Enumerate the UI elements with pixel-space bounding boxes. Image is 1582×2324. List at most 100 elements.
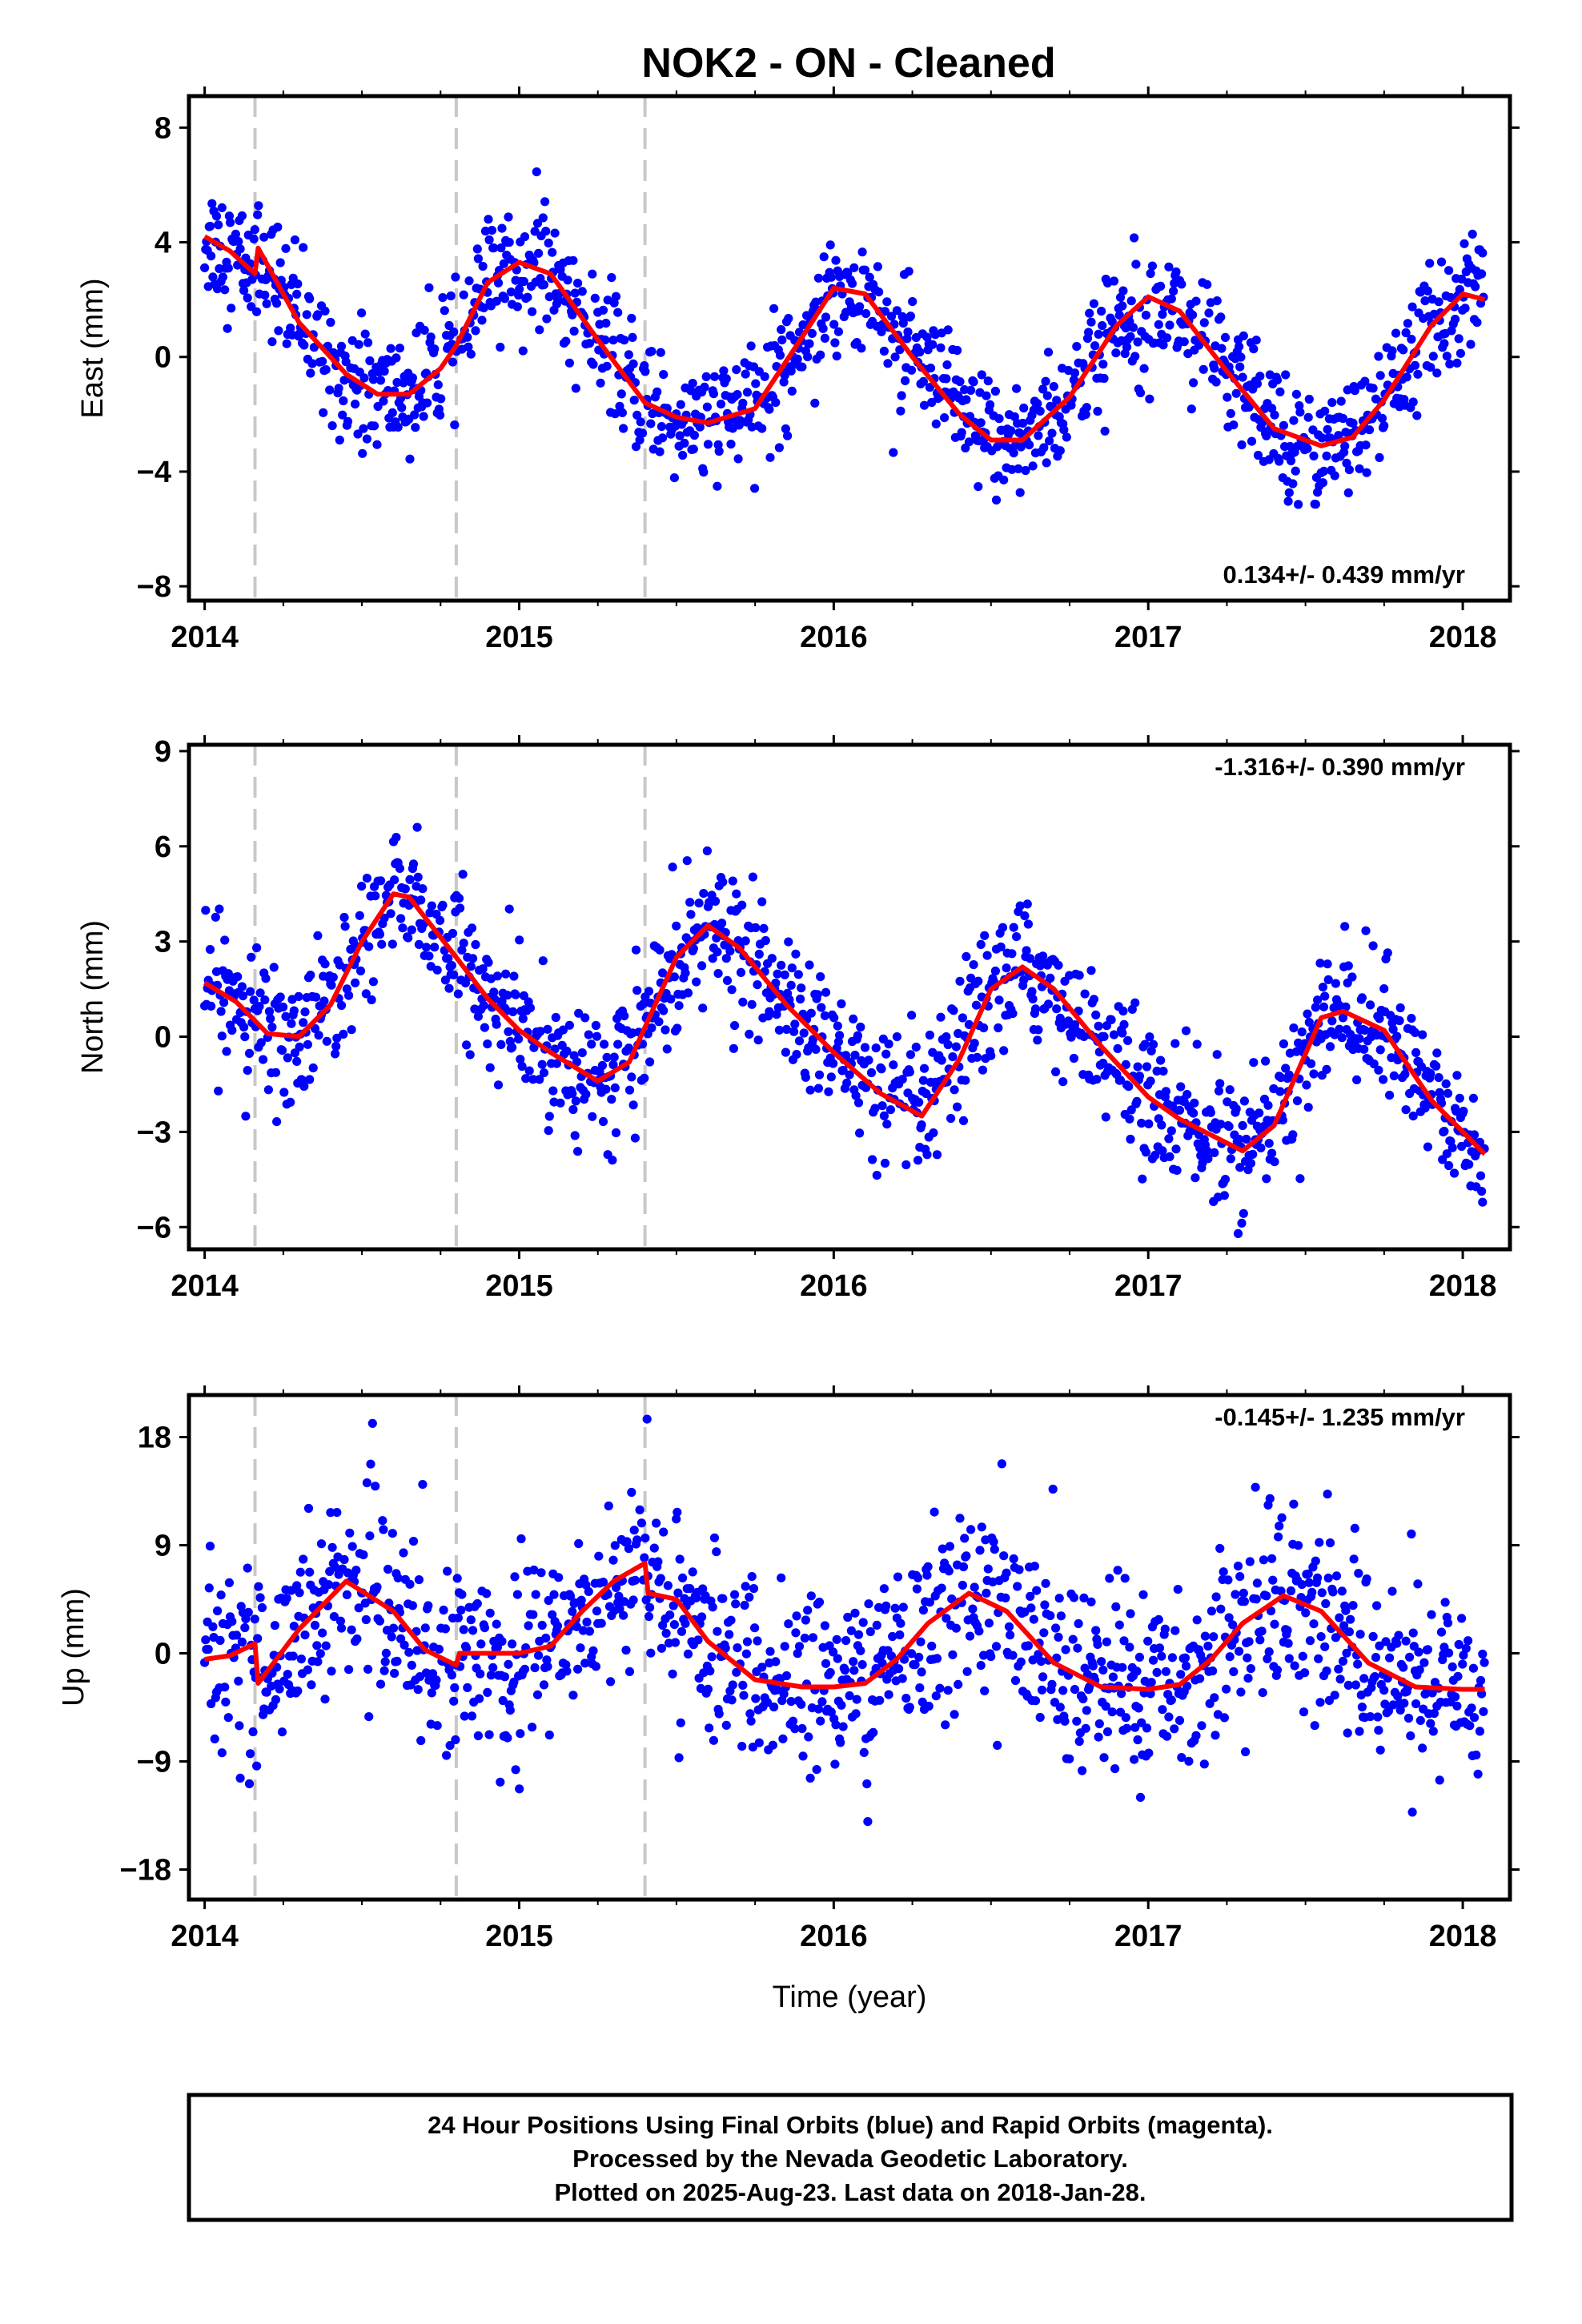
data-point	[937, 1583, 946, 1593]
data-point	[1028, 1655, 1038, 1665]
data-point	[1355, 1630, 1365, 1639]
data-point	[1120, 1574, 1130, 1583]
data-point	[1316, 1632, 1326, 1642]
data-point	[607, 273, 616, 283]
data-point	[1162, 1731, 1172, 1741]
data-point	[1428, 352, 1438, 361]
data-point	[515, 1784, 524, 1794]
data-point	[669, 1601, 678, 1610]
data-point	[821, 987, 831, 997]
data-point	[552, 1059, 562, 1068]
data-point	[548, 247, 557, 257]
data-point	[999, 1046, 1009, 1055]
data-point	[1122, 1723, 1132, 1733]
data-point	[1007, 949, 1017, 959]
data-point	[942, 360, 952, 370]
data-point	[1236, 352, 1246, 362]
data-point	[1471, 282, 1480, 292]
data-point	[716, 400, 726, 409]
data-point	[763, 1698, 773, 1707]
data-point	[806, 1591, 816, 1601]
data-point	[606, 1677, 616, 1687]
data-point	[889, 448, 898, 457]
data-point	[1275, 1087, 1285, 1096]
data-point	[562, 1667, 572, 1676]
data-point	[1166, 294, 1176, 304]
data-point	[838, 1066, 848, 1076]
data-point	[727, 985, 737, 995]
data-point	[1323, 959, 1332, 969]
y-axis-label: Up (mm)	[57, 1588, 90, 1707]
data-point	[1323, 975, 1333, 984]
data-point	[1241, 1747, 1251, 1757]
data-point	[994, 414, 1004, 424]
data-point	[1211, 377, 1221, 387]
data-point	[893, 1572, 903, 1582]
data-point	[326, 317, 335, 328]
data-point	[857, 247, 867, 257]
data-point	[1052, 1004, 1062, 1014]
data-point	[1380, 1699, 1390, 1709]
data-point	[1203, 1641, 1213, 1651]
data-point	[227, 1025, 237, 1035]
data-point	[1130, 1755, 1139, 1764]
data-point	[797, 983, 806, 993]
data-point	[241, 1112, 251, 1121]
data-point	[714, 446, 724, 456]
data-point	[1212, 296, 1222, 306]
data-point	[678, 1573, 688, 1582]
data-point	[588, 360, 598, 369]
data-point	[508, 1043, 517, 1052]
data-point	[615, 1604, 624, 1614]
data-point	[673, 1507, 682, 1517]
data-point	[1052, 396, 1062, 405]
data-point	[851, 1709, 861, 1719]
data-point	[860, 265, 870, 275]
data-point	[1094, 1732, 1103, 1742]
data-point	[829, 320, 839, 329]
data-point	[940, 413, 950, 423]
data-point	[1102, 1727, 1113, 1737]
data-point	[1337, 1586, 1347, 1596]
data-point	[497, 1637, 507, 1647]
data-point	[950, 1710, 959, 1719]
data-point	[275, 1684, 284, 1694]
data-point	[810, 398, 820, 408]
data-point	[262, 1687, 271, 1697]
data-point	[922, 1150, 932, 1160]
data-point	[326, 1508, 335, 1518]
data-point	[804, 1732, 813, 1742]
data-point	[582, 1617, 592, 1627]
data-point	[328, 972, 338, 982]
data-point	[549, 1590, 559, 1599]
data-point	[833, 1654, 842, 1663]
data-point	[1399, 1699, 1409, 1708]
data-point	[1313, 1573, 1323, 1582]
data-point	[331, 1049, 340, 1059]
data-point	[315, 1649, 325, 1659]
data-point	[627, 1487, 636, 1498]
data-point	[943, 1686, 953, 1695]
data-point	[1097, 1657, 1106, 1667]
data-point	[1080, 989, 1090, 999]
data-point	[964, 1019, 974, 1029]
data-point	[449, 1696, 459, 1706]
data-point	[832, 1634, 841, 1644]
data-point	[830, 338, 840, 348]
data-point	[971, 1000, 982, 1010]
data-point	[487, 226, 497, 235]
data-point	[635, 435, 644, 445]
data-point	[1327, 1016, 1337, 1026]
data-point	[779, 1689, 789, 1699]
data-point	[1368, 941, 1378, 951]
data-point	[607, 1095, 616, 1104]
data-point	[718, 1594, 728, 1603]
data-point	[1258, 1688, 1267, 1698]
data-point	[999, 475, 1009, 485]
rate-annotation: -1.316+/- 0.390 mm/yr	[1215, 753, 1465, 781]
data-point	[712, 1547, 721, 1557]
data-point	[1381, 1637, 1391, 1647]
data-point	[480, 1023, 490, 1032]
data-point	[1447, 326, 1456, 336]
data-point	[440, 306, 449, 316]
